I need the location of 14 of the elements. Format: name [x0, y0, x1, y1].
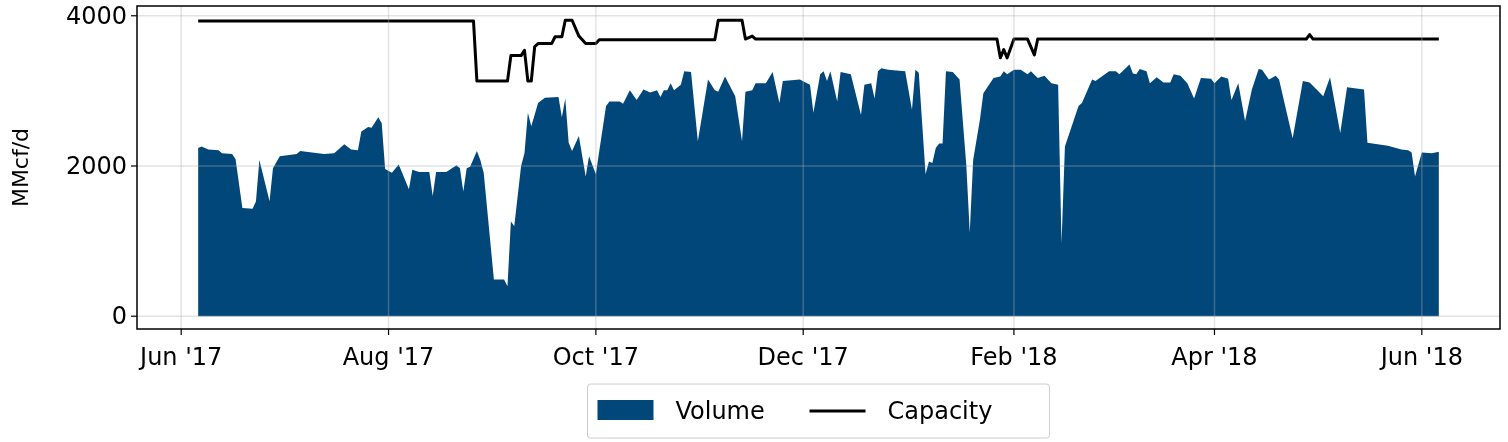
- y-axis-title: MMcf/d: [8, 127, 33, 208]
- legend-label: Capacity: [887, 397, 993, 425]
- x-tick-label: Apr '18: [1171, 343, 1258, 371]
- x-tick-label: Jun '18: [1378, 343, 1463, 371]
- x-tick-label: Feb '18: [970, 343, 1058, 371]
- y-tick-label: 4000: [65, 1, 127, 30]
- x-tick-label: Jun '17: [138, 343, 223, 371]
- line-series: [196, 18, 1441, 83]
- y-tick-label: 2000: [65, 152, 127, 180]
- x-tick-label: Oct '17: [552, 343, 639, 371]
- x-tick-label: Aug '17: [342, 343, 435, 371]
- y-tick-label: 0: [111, 302, 127, 331]
- legend-label: Volume: [675, 397, 765, 425]
- x-tick-label: Dec '17: [757, 343, 849, 371]
